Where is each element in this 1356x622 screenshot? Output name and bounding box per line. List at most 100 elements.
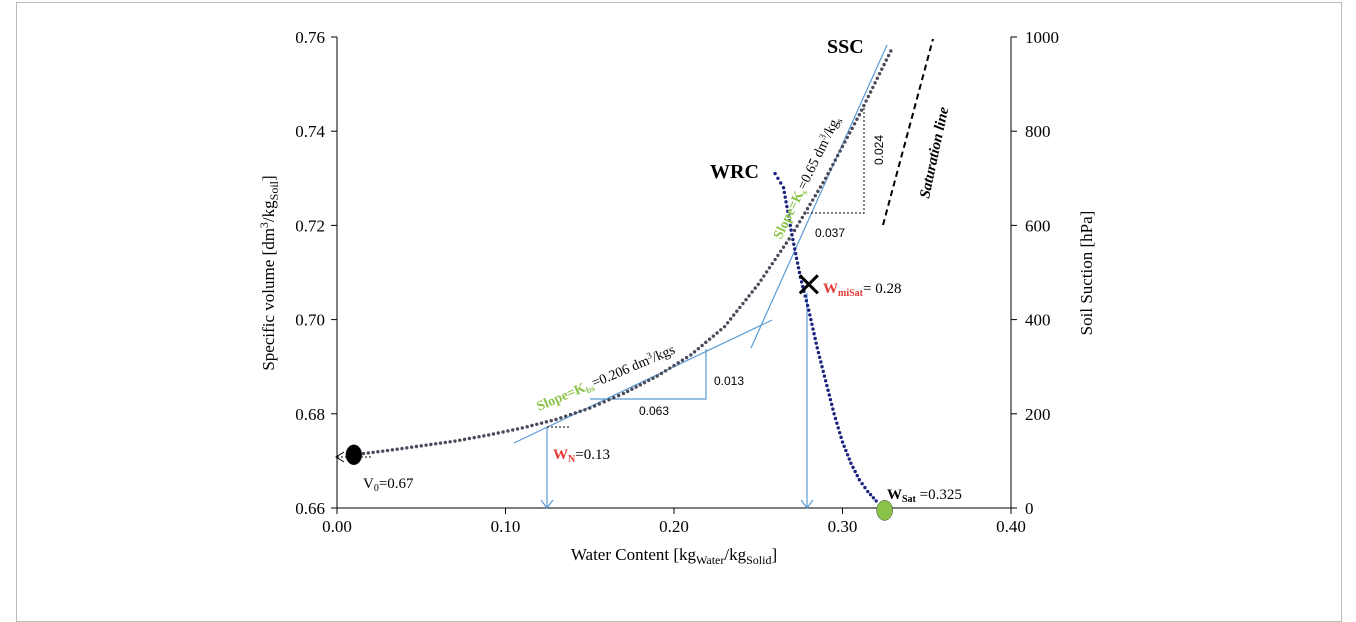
series-point-ssc <box>458 438 462 442</box>
series-point-ssc <box>376 450 380 454</box>
series-point-wrc <box>796 266 801 270</box>
series-point-ssc <box>750 290 754 294</box>
series-point-ssc <box>862 103 866 108</box>
y-right-tick-label: 0 <box>1025 499 1034 518</box>
series-point-ssc <box>366 451 370 455</box>
series-point-wrc <box>844 448 848 453</box>
series-point-ssc <box>655 374 659 378</box>
series-point-wrc <box>855 473 859 478</box>
series-point-ssc <box>634 385 638 389</box>
series-point-ssc <box>828 167 833 171</box>
series-point-wrc <box>868 492 873 497</box>
series-point-ssc <box>672 363 676 368</box>
series-point-wrc <box>874 499 878 503</box>
series-point-wrc <box>837 430 842 435</box>
series-point-ssc <box>496 431 500 435</box>
series-point-ssc <box>549 418 553 423</box>
slope-triangle-2 <box>807 103 865 214</box>
x-tick-label: 0.30 <box>828 517 858 536</box>
series-point-ssc <box>414 444 419 449</box>
series-point-ssc <box>826 172 830 176</box>
series-point-ssc <box>448 440 452 444</box>
series-point-ssc <box>630 387 634 391</box>
series-point-wrc <box>840 440 845 444</box>
series-point-ssc <box>880 67 884 71</box>
series-point-ssc <box>818 185 823 189</box>
series-point-ssc <box>612 396 616 400</box>
series-point-ssc <box>597 402 602 406</box>
series-point-wrc <box>845 453 850 457</box>
series-point-ssc <box>539 421 544 425</box>
series-point-ssc <box>707 337 712 341</box>
series-point-ssc <box>831 162 835 167</box>
series-point-ssc <box>491 432 496 436</box>
series-point-wrc <box>795 261 800 265</box>
tri2-dx-label: 0.037 <box>815 226 845 240</box>
series-point-wrc <box>819 360 823 364</box>
series-point-ssc <box>728 317 733 321</box>
series-point-ssc <box>732 313 736 317</box>
series-point-ssc <box>668 366 672 370</box>
series-point-ssc <box>638 383 642 387</box>
series-point-ssc <box>405 446 409 450</box>
series-point-ssc <box>848 131 852 135</box>
series-point-wrc <box>815 346 819 350</box>
series-point-ssc <box>433 442 438 446</box>
series-point-wrc <box>831 407 835 411</box>
x-tick-label: 0.00 <box>322 517 352 536</box>
series-point-ssc <box>776 253 780 258</box>
series-point-ssc <box>810 198 815 202</box>
series-point-ssc <box>647 378 651 383</box>
series-point-wrc <box>786 214 791 218</box>
series-point-wrc <box>799 280 804 284</box>
series-point-wrc <box>797 270 802 275</box>
series-point-ssc <box>735 309 739 313</box>
series-point-ssc <box>443 440 448 445</box>
series-point-ssc <box>787 237 791 241</box>
x-tick-label: 0.40 <box>996 517 1026 536</box>
series-point-wrc <box>828 397 833 402</box>
ticks-group: 0.00 0.10 0.20 0.30 0.40 0.66 0.68 0.70 0.72 0.74… <box>295 28 1059 536</box>
series-point-wrc <box>816 350 821 355</box>
wsat-marker <box>876 500 893 521</box>
series-point-wrc <box>781 186 786 190</box>
chart-svg: 0.00 0.10 0.20 0.30 0.40 0.66 0.68 0.70 0.72 0.74… <box>257 28 1096 567</box>
series-point-ssc <box>625 389 630 394</box>
series-point-ssc <box>753 286 757 290</box>
y-right-axis-label: Soil Suction [hPa] <box>1077 211 1096 336</box>
series-point-ssc <box>554 417 558 422</box>
series-point-ssc <box>525 425 529 429</box>
series-point-ssc <box>573 411 578 415</box>
series-point-ssc <box>877 72 882 76</box>
tri1-dx-label: 0.063 <box>639 404 669 418</box>
series-point-wrc <box>773 171 777 176</box>
saturation-label: Saturation line <box>917 105 952 200</box>
series-point-ssc <box>651 376 655 380</box>
series-point-ssc <box>511 428 515 432</box>
series-point-ssc <box>602 400 606 404</box>
x-tick-label: 0.20 <box>659 517 689 536</box>
series-point-wrc <box>833 416 838 421</box>
series-point-ssc <box>868 90 873 94</box>
series-point-ssc <box>744 297 748 302</box>
series-point-wrc <box>782 190 787 195</box>
tri2-dy-label: 0.024 <box>872 135 886 165</box>
wmisat-marker <box>798 274 819 295</box>
series-point-ssc <box>882 62 886 67</box>
series-point-ssc <box>689 353 693 357</box>
series-point-ssc <box>866 94 871 99</box>
series-point-wrc <box>779 181 783 185</box>
wmisat-label: WmiSat= 0.28 <box>823 281 901 299</box>
series-point-ssc <box>482 434 486 438</box>
series-point-ssc <box>823 176 828 180</box>
series-point-wrc <box>829 402 834 407</box>
series-point-ssc <box>607 398 611 402</box>
series-point-wrc <box>812 332 816 336</box>
arrowhead-wn <box>540 499 554 509</box>
series-point-wrc <box>821 369 825 374</box>
series-point-wrc <box>803 294 807 298</box>
series-point-wrc <box>820 365 824 369</box>
tri1-dy-label: 0.013 <box>714 374 744 388</box>
series-point-ssc <box>520 426 525 430</box>
series-point-ssc <box>395 447 399 451</box>
